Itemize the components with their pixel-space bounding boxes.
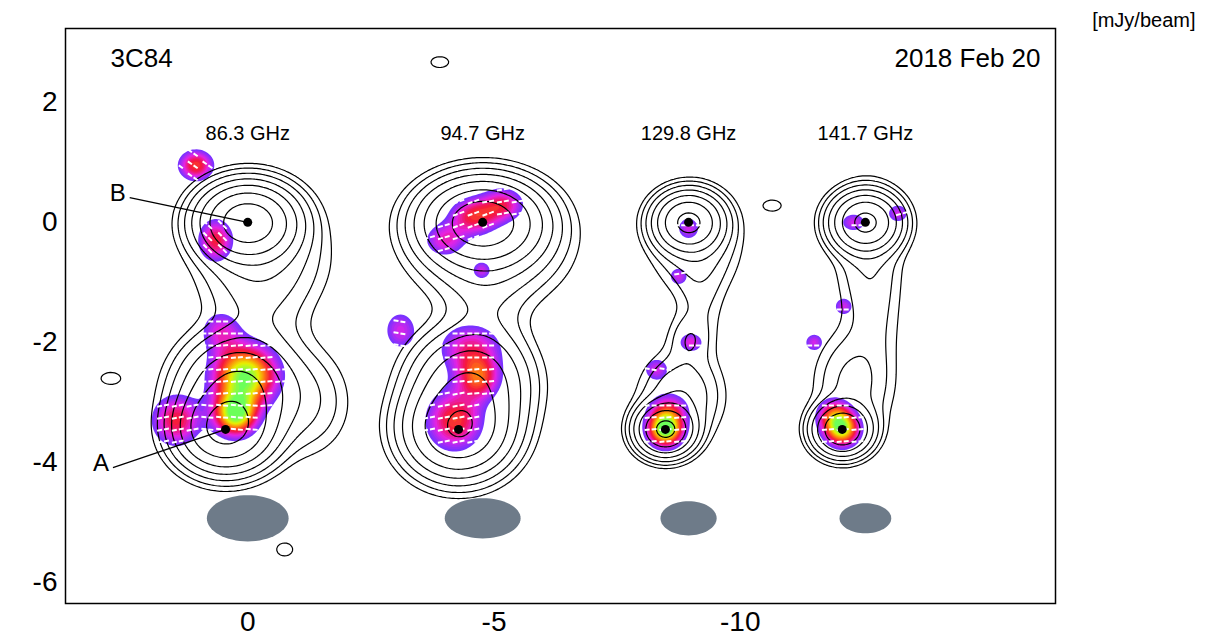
svg-text:-10: -10 — [720, 606, 760, 637]
svg-text:[mJy/beam]: [mJy/beam] — [1092, 9, 1195, 31]
svg-text:0: 0 — [240, 606, 256, 637]
svg-text:0: 0 — [42, 206, 58, 237]
svg-text:141.7 GHz: 141.7 GHz — [818, 122, 914, 144]
svg-text:3C84: 3C84 — [111, 43, 173, 73]
svg-text:86.3 GHz: 86.3 GHz — [205, 122, 289, 144]
svg-text:129.8 GHz: 129.8 GHz — [641, 122, 737, 144]
svg-text:B: B — [110, 179, 126, 206]
svg-text:-4: -4 — [33, 446, 58, 477]
svg-text:94.7 GHz: 94.7 GHz — [440, 122, 524, 144]
svg-text:2018 Feb 20: 2018 Feb 20 — [894, 43, 1040, 73]
svg-text:-2: -2 — [33, 326, 58, 357]
svg-text:A: A — [93, 449, 109, 476]
svg-text:2: 2 — [42, 86, 58, 117]
svg-text:-6: -6 — [33, 566, 58, 597]
svg-text:-5: -5 — [482, 606, 507, 637]
